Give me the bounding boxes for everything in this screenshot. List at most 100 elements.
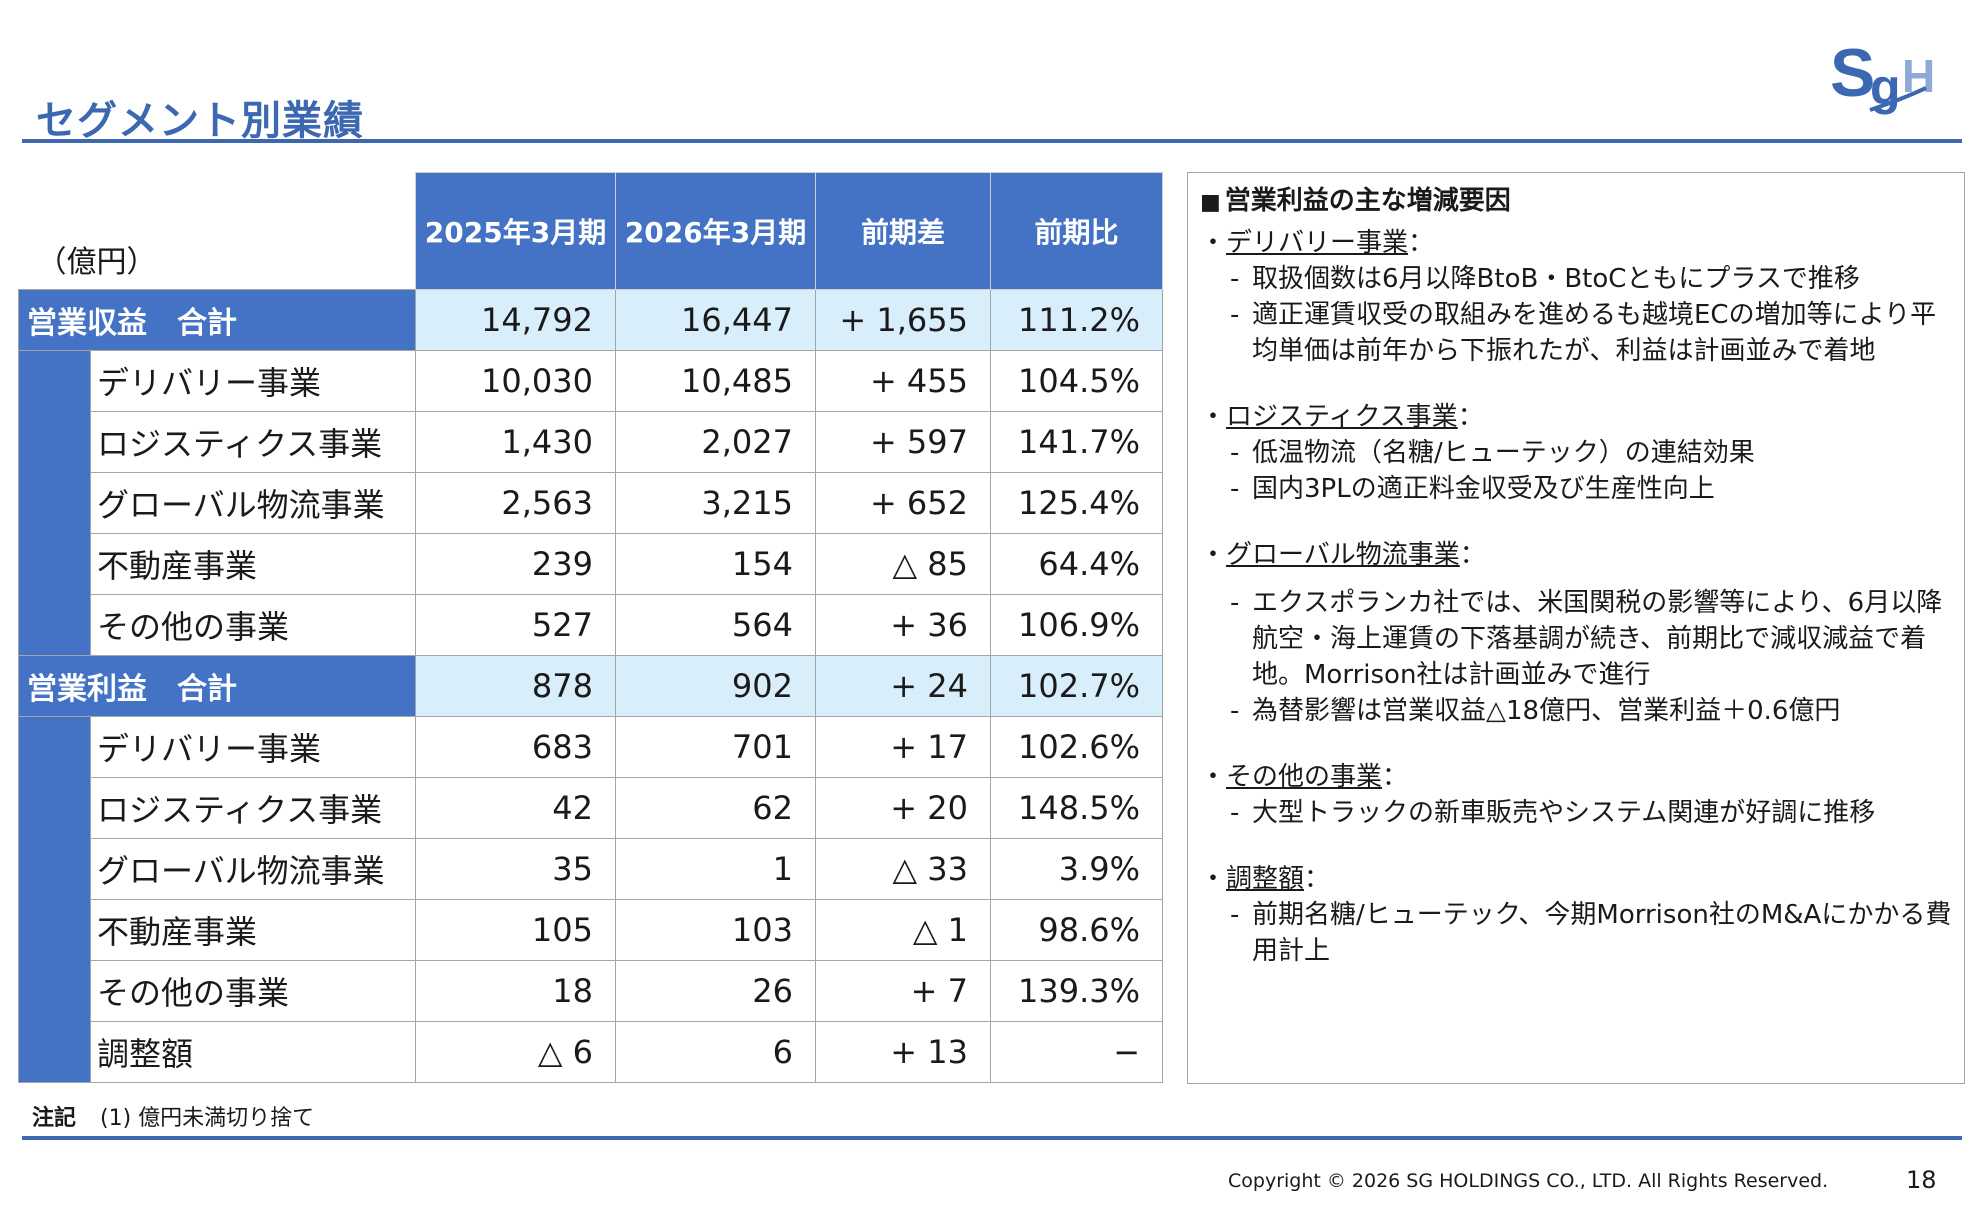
table-row: 不動産事業 105 103 △ 1 98.6% [19, 898, 1163, 961]
table-cell: 2,563 [415, 471, 616, 534]
profit-side-band [18, 715, 91, 1083]
table-cell: 902 [615, 654, 816, 717]
square-bullet-icon: ■ [1200, 190, 1221, 215]
table-cell: + 36 [815, 593, 991, 656]
revenue-total-label: 営業収益 合計 [18, 288, 416, 351]
page-title: セグメント別業績 [36, 98, 364, 144]
sgh-logo: S g H [1830, 35, 1935, 115]
revenue-side-band [18, 349, 91, 656]
table-cell: 102.7% [990, 654, 1163, 717]
list-item: - 大型トラックの新車販売やシステム関連が好調に推移 [1230, 798, 1876, 828]
table-cell: 35 [415, 837, 616, 900]
table-cell: 564 [615, 593, 816, 656]
section-title: ・グローバル物流事業： [1200, 540, 1486, 570]
segment-name: グローバル物流事業 [90, 837, 416, 900]
factor-section: ・デリバリー事業： - 取扱個数は6月以降BtoB・BtoCともにプラスで推移 -… [1200, 225, 1956, 369]
table-cell: 239 [415, 532, 616, 595]
segment-name: デリバリー事業 [90, 715, 416, 778]
table-row: ロジスティクス事業 42 62 + 20 148.5% [19, 776, 1163, 839]
table-cell: 105 [415, 898, 616, 961]
table-cell: + 652 [815, 471, 991, 534]
footnote-label: 注記 [32, 1106, 77, 1131]
page-number: 18 [1906, 1166, 1937, 1194]
factors-panel: ■ 営業利益の主な増減要因 ・デリバリー事業： - 取扱個数は6月以降BtoB・Bt… [1187, 172, 1965, 1084]
table-cell: 111.2% [990, 288, 1163, 351]
table-cell: △ 1 [815, 898, 991, 961]
table-row: デリバリー事業 683 701 + 17 102.6% [18, 715, 1163, 1083]
factor-section: ・ロジスティクス事業： - 低温物流（名糖/ヒューテック）の連結効果 - 国内3PL… [1200, 399, 1956, 507]
table-cell: 139.3% [990, 959, 1163, 1022]
table-cell: 6 [615, 1020, 816, 1083]
table-cell: 98.6% [990, 898, 1163, 961]
section-title: ・調整額： [1200, 864, 1331, 894]
title-divider [22, 139, 1962, 143]
segment-name: その他の事業 [90, 959, 416, 1022]
table-cell: 154 [615, 532, 816, 595]
footnote: 注記 (1) 億円未満切り捨て [32, 1100, 314, 1132]
table-row: その他の事業 527 564 + 36 106.9% [19, 593, 1163, 656]
table-cell: 683 [415, 715, 616, 778]
table-row: ロジスティクス事業 1,430 2,027 + 597 141.7% [19, 410, 1163, 473]
table-cell: + 17 [815, 715, 991, 778]
section-title: ・デリバリー事業： [1200, 228, 1435, 258]
table-cell: 10,485 [615, 349, 816, 412]
table-cell: 26 [615, 959, 816, 1022]
table-cell: 106.9% [990, 593, 1163, 656]
table-row: グローバル物流事業 35 1 △ 33 3.9% [19, 837, 1163, 900]
col-header: 2026年3月期 [615, 172, 816, 290]
list-item: - 適正運賃収受の取組みを進めるも越境ECの増加等により平均単価は前年から下振れた… [1230, 300, 1937, 366]
table-row: その他の事業 18 26 + 7 139.3% [19, 959, 1163, 1022]
factor-section: ・その他の事業： - 大型トラックの新車販売やシステム関連が好調に推移 [1200, 759, 1956, 831]
table-cell: 2,027 [615, 410, 816, 473]
segment-name: 不動産事業 [90, 532, 416, 595]
table-cell: △ 33 [815, 837, 991, 900]
factor-section: ・調整額： - 前期名糖/ヒューテック、今期Morrison社のM&Aにかかる費用… [1200, 861, 1956, 969]
table-cell: + 24 [815, 654, 991, 717]
table-cell: 3,215 [615, 471, 816, 534]
factor-section: ・グローバル物流事業： - エクスポランカ社では、米国関税の影響等により、6月以降… [1200, 537, 1956, 729]
table-cell: 148.5% [990, 776, 1163, 839]
table-row: 不動産事業 239 154 △ 85 64.4% [19, 532, 1163, 595]
table-cell: 102.6% [990, 715, 1163, 778]
table-cell: 878 [415, 654, 616, 717]
table-cell: 10,030 [415, 349, 616, 412]
list-item: - 国内3PLの適正料金収受及び生産性向上 [1230, 474, 1715, 504]
table-cell: 1,430 [415, 410, 616, 473]
table-cell: 104.5% [990, 349, 1163, 412]
segment-name: ロジスティクス事業 [90, 776, 416, 839]
table-cell: 141.7% [990, 410, 1163, 473]
table-cell: + 455 [815, 349, 991, 412]
footer-divider [22, 1136, 1962, 1140]
col-header: 前期比 [990, 172, 1163, 290]
table-cell: 62 [615, 776, 816, 839]
segment-name: グローバル物流事業 [90, 471, 416, 534]
list-item: - 為替影響は営業収益△18億円、営業利益＋0.6億円 [1230, 696, 1841, 726]
footnote-text: (1) 億円未満切り捨て [100, 1106, 315, 1131]
table-cell: 103 [615, 898, 816, 961]
copyright: Copyright © 2026 SG HOLDINGS CO., LTD. A… [1228, 1170, 1829, 1192]
list-item: - エクスポランカ社では、米国関税の影響等により、6月以降航空・海上運賃の下落基調… [1230, 588, 1943, 690]
unit-label: （億円） [18, 172, 416, 289]
segment-name: 不動産事業 [90, 898, 416, 961]
svg-text:S: S [1830, 35, 1875, 111]
col-header: 前期差 [815, 172, 991, 290]
table-header-row: （億円） 2025年3月期 2026年3月期 前期差 前期比 [18, 172, 1163, 290]
table-row: グローバル物流事業 2,563 3,215 + 652 125.4% [19, 471, 1163, 534]
section-title: ・ロジスティクス事業： [1200, 402, 1484, 432]
table-cell: + 1,655 [815, 288, 991, 351]
table-cell: + 597 [815, 410, 991, 473]
table-cell: 64.4% [990, 532, 1163, 595]
segment-name: 調整額 [90, 1020, 416, 1083]
revenue-total-row: 営業収益 合計 14,792 16,447 + 1,655 111.2% [18, 288, 1163, 351]
list-item: - 前期名糖/ヒューテック、今期Morrison社のM&Aにかかる費用計上 [1230, 900, 1952, 966]
profit-total-label: 営業利益 合計 [18, 654, 416, 717]
segment-name: デリバリー事業 [90, 349, 416, 412]
table-row: デリバリー事業 10,030 10,485 + 455 104.5% [18, 349, 1163, 656]
section-title: ・その他の事業： [1200, 762, 1409, 792]
table-cell: 527 [415, 593, 616, 656]
segment-table: （億円） 2025年3月期 2026年3月期 前期差 前期比 営業収益 合計 1… [18, 172, 1163, 1083]
segment-name: その他の事業 [90, 593, 416, 656]
panel-heading: ■ 営業利益の主な増減要因 [1200, 186, 1511, 216]
list-item: - 取扱個数は6月以降BtoB・BtoCともにプラスで推移 [1230, 264, 1860, 294]
table-cell: 42 [415, 776, 616, 839]
